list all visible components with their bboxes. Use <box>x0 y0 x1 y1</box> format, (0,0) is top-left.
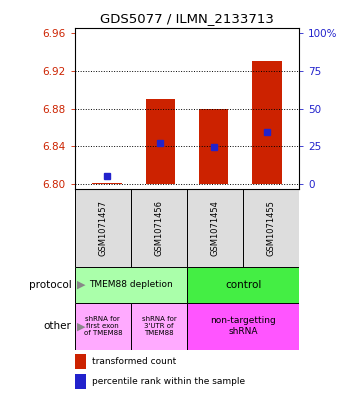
Bar <box>187 267 299 303</box>
Bar <box>199 108 228 184</box>
Bar <box>131 189 187 267</box>
Bar <box>243 189 299 267</box>
Text: TMEM88 depletion: TMEM88 depletion <box>89 281 173 289</box>
Bar <box>146 99 175 184</box>
Bar <box>75 189 131 267</box>
Title: GDS5077 / ILMN_2133713: GDS5077 / ILMN_2133713 <box>100 12 274 25</box>
Bar <box>187 303 299 350</box>
Text: control: control <box>225 280 261 290</box>
Text: ▶: ▶ <box>76 321 85 331</box>
Bar <box>75 267 187 303</box>
Text: shRNA for
3'UTR of
TMEM88: shRNA for 3'UTR of TMEM88 <box>141 316 176 336</box>
Bar <box>252 61 282 184</box>
Bar <box>75 354 86 369</box>
Text: other: other <box>44 321 71 331</box>
Text: GSM1071454: GSM1071454 <box>210 200 220 256</box>
Text: GSM1071457: GSM1071457 <box>98 200 107 256</box>
Text: protocol: protocol <box>29 280 71 290</box>
Bar <box>75 303 131 350</box>
Bar <box>131 303 187 350</box>
Bar <box>75 373 86 389</box>
Text: non-targetting
shRNA: non-targetting shRNA <box>210 316 276 336</box>
Bar <box>187 189 243 267</box>
Text: percentile rank within the sample: percentile rank within the sample <box>91 377 245 386</box>
Text: shRNA for
first exon
of TMEM88: shRNA for first exon of TMEM88 <box>84 316 122 336</box>
Text: GSM1071455: GSM1071455 <box>267 200 276 256</box>
Text: GSM1071456: GSM1071456 <box>154 200 164 256</box>
Text: ▶: ▶ <box>76 280 85 290</box>
Bar <box>92 183 122 184</box>
Text: transformed count: transformed count <box>91 357 176 366</box>
